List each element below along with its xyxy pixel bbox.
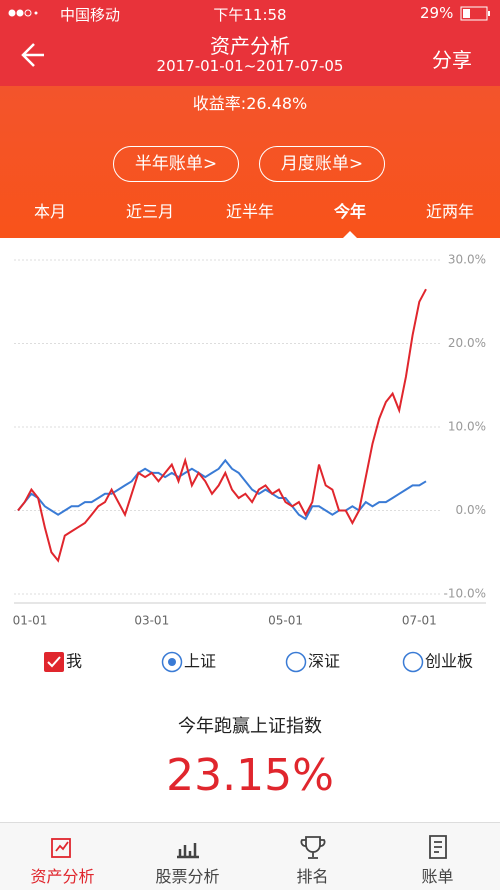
nav-label: 排名 (296, 867, 329, 886)
nav-label: 账单 (421, 867, 454, 886)
legend-label[interactable]: 我 (66, 652, 82, 671)
series-line (17, 458, 427, 521)
legend-radio[interactable] (402, 651, 424, 673)
tab[interactable]: 近两年 (425, 202, 474, 221)
bottom-nav: 资产分析 股票分析 排名 账单 (0, 822, 500, 890)
legend-label[interactable]: 创业板 (425, 652, 473, 671)
x-tick-label: 01-01 (13, 614, 48, 628)
x-tick-label: 07-01 (402, 614, 437, 628)
y-tick-label: 10.0% (448, 420, 486, 434)
nav-icon (428, 835, 447, 859)
tab-indicator (342, 231, 358, 239)
nav-icon (300, 836, 325, 859)
nav-label: 资产分析 (30, 867, 95, 886)
tab[interactable]: 近半年 (225, 202, 274, 221)
legend-label[interactable]: 上证 (184, 652, 216, 671)
tab[interactable]: 本月 (33, 202, 66, 221)
x-tick-label: 03-01 (134, 614, 169, 628)
nav-icon (50, 838, 71, 858)
signal-icon (8, 9, 38, 17)
clock: 下午11:58 (213, 6, 287, 24)
header: 中国移动 下午11:58 29% 资产分析 2017-01-01~2017-07… (0, 0, 500, 86)
period-tabs: 本月 近三月 近半年 今年 近两年 (0, 198, 500, 222)
carrier: 中国移动 (60, 6, 121, 24)
comparison-label: 今年跑赢上证指数 (178, 715, 322, 737)
subtitle: 2017-01-01~2017-07-05 (156, 57, 344, 75)
x-tick-label: 05-01 (268, 614, 303, 628)
title: 资产分析 (210, 34, 290, 58)
nav-label: 股票分析 (155, 867, 220, 886)
legend-radio[interactable] (161, 651, 183, 673)
half-year-bill[interactable]: 半年账单> (113, 146, 239, 182)
nav-item[interactable]: 资产分析 (0, 823, 125, 890)
back-button[interactable] (20, 40, 50, 70)
yield: 收益率:26.48% (192, 94, 308, 113)
nav-item[interactable]: 账单 (375, 823, 500, 890)
y-tick-label: 30.0% (448, 253, 486, 267)
legend-radio[interactable] (285, 651, 307, 673)
summary-panel: 收益率:26.48% 半年账单> 月度账单> 本月 近三月 近半年 今年 近两年 (0, 86, 500, 238)
chart: -10.0% 0.0% 10.0% 20.0% 30.0% 01-01 03-01 05-01… (13, 231, 487, 801)
battery-icon (460, 6, 490, 21)
legend-checkbox (44, 652, 64, 672)
legend-radio-dot (168, 658, 176, 666)
legend-label[interactable]: 深证 (308, 652, 340, 671)
battery-text: 29% (420, 4, 454, 22)
monthly-bill[interactable]: 月度账单> (259, 146, 385, 182)
y-tick-label: 20.0% (448, 336, 486, 350)
nav-item[interactable]: 股票分析 (125, 823, 250, 890)
series-line (17, 288, 427, 563)
nav-item[interactable]: 排名 (250, 823, 375, 890)
legend-check (47, 656, 61, 668)
tab[interactable]: 近三月 (125, 202, 174, 221)
share-button[interactable]: 分享 (432, 48, 472, 72)
y-tick-label: 0.0% (456, 503, 487, 517)
y-tick-label: -10.0% (444, 587, 486, 601)
comparison-value: 23.15% (166, 750, 334, 801)
nav-icon (176, 843, 199, 859)
tab[interactable]: 今年 (333, 202, 366, 221)
